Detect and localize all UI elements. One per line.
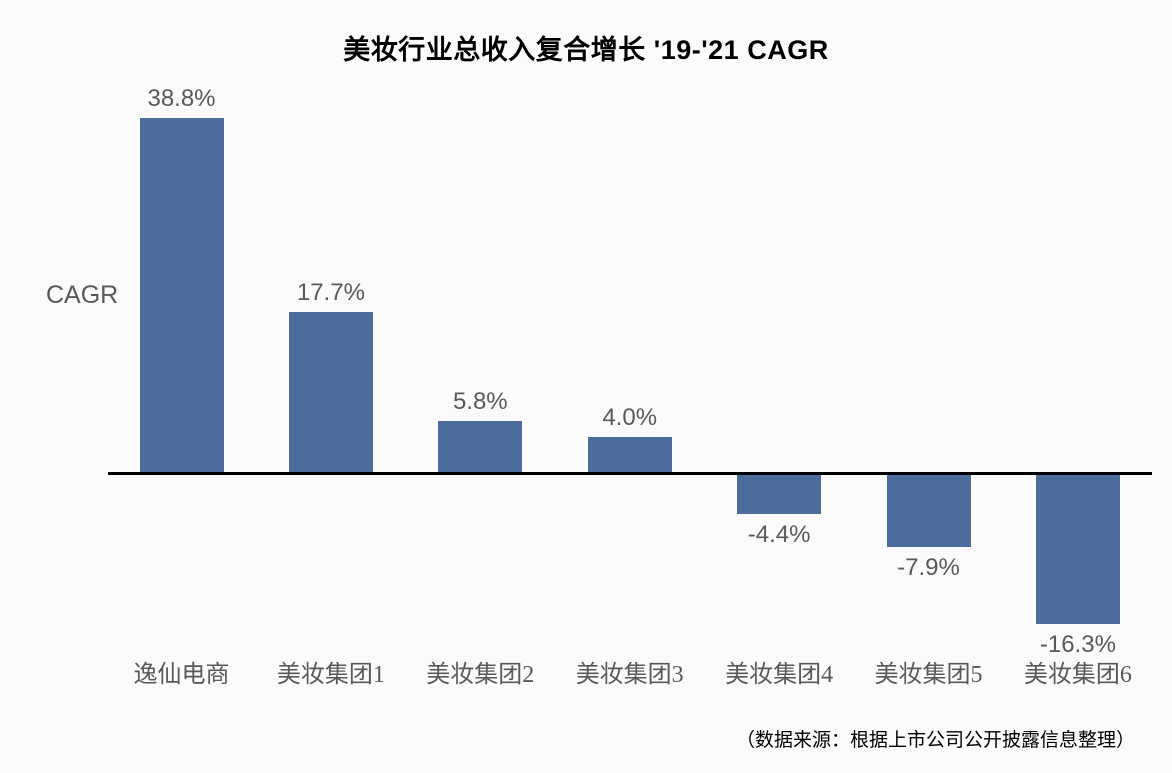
bar-value-label-0: 38.8% bbox=[147, 85, 216, 112]
category-label-0: 逸仙电商 bbox=[133, 662, 230, 688]
category-label-1: 美妆集团1 bbox=[276, 662, 385, 688]
category-label-6: 美妆集团6 bbox=[1023, 662, 1132, 688]
bar-2 bbox=[438, 421, 523, 474]
category-label-3: 美妆集团3 bbox=[575, 662, 684, 688]
category-label-4: 美妆集团4 bbox=[725, 662, 834, 688]
x-axis-line bbox=[108, 472, 1152, 475]
bar-4 bbox=[737, 474, 822, 514]
bar-value-label-5: -7.9% bbox=[897, 554, 960, 581]
bar-value-label-3: 4.0% bbox=[602, 404, 658, 431]
bar-value-label-1: 17.7% bbox=[296, 279, 365, 306]
bar-5 bbox=[886, 474, 971, 547]
source-note: （数据来源：根据上市公司公开披露信息整理） bbox=[735, 730, 1135, 751]
bar-value-label-2: 5.8% bbox=[452, 388, 508, 415]
bar-3 bbox=[587, 437, 672, 474]
bar-6 bbox=[1035, 474, 1120, 624]
category-label-5: 美妆集团5 bbox=[874, 662, 983, 688]
y-axis-label: CAGR bbox=[46, 281, 119, 309]
bar-value-label-4: -4.4% bbox=[747, 521, 811, 548]
bar-1 bbox=[288, 312, 373, 474]
chart-title: 美妆行业总收入复合增长 '19-'21 CAGR bbox=[343, 35, 829, 65]
bar-0 bbox=[139, 118, 224, 474]
category-label-2: 美妆集团2 bbox=[426, 662, 535, 688]
bar-value-label-6: -16.3% bbox=[1039, 631, 1116, 658]
